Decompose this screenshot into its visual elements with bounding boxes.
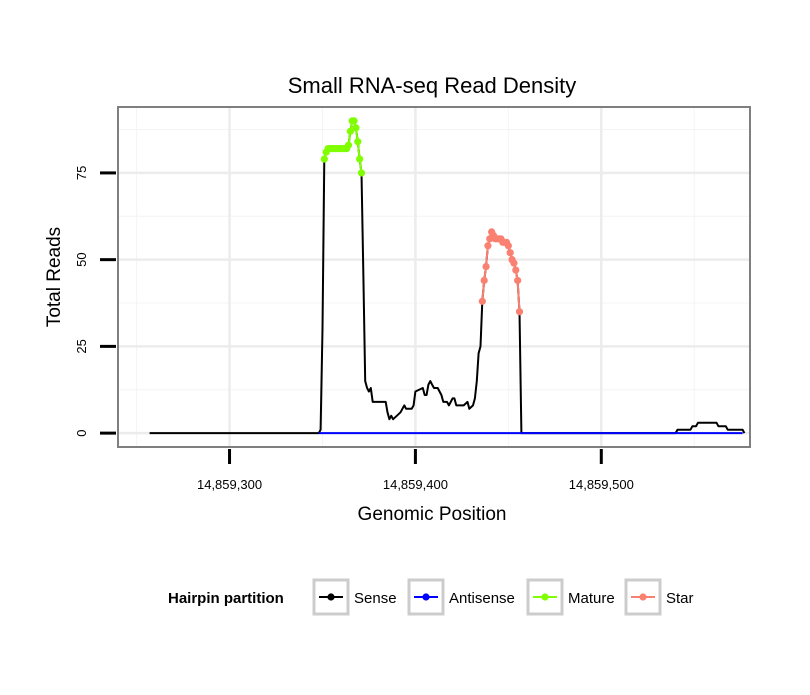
y-axis-label: Total Reads <box>44 227 65 327</box>
data-point-star <box>514 276 522 285</box>
data-point-mature <box>350 117 358 125</box>
data-point-star <box>504 242 512 250</box>
legend-key-point-sense <box>327 593 335 601</box>
legend-key-point-antisense <box>422 593 430 601</box>
data-point-star <box>480 276 488 285</box>
x-axis-label: Genomic Position <box>358 504 507 525</box>
data-point-star <box>482 262 490 271</box>
series-layer <box>149 117 746 435</box>
data-point-star <box>512 266 520 274</box>
legend-label-mature: Mature <box>568 590 615 607</box>
chart-title: Small RNA-seq Read Density <box>288 73 577 98</box>
data-point-mature <box>344 141 353 149</box>
legend-key-point-mature <box>541 593 549 601</box>
legend-label-antisense: Antisense <box>449 590 515 607</box>
data-point-mature <box>346 127 354 135</box>
y-axis: 0 25 50 75 <box>74 166 116 437</box>
y-tick-label: 0 <box>74 430 89 437</box>
x-tick-label: 14,859,300 <box>197 477 262 492</box>
plot-panel <box>117 106 751 448</box>
legend-label-sense: Sense <box>354 590 397 607</box>
data-point-star <box>506 249 514 257</box>
legend: Hairpin partition Sense Antisense Mature St… <box>168 578 694 616</box>
x-axis: 14,859,300 14,859,400 14,859,500 <box>197 449 634 492</box>
legend-label-star: Star <box>666 590 694 607</box>
data-point-mature <box>352 124 360 132</box>
data-point-star <box>484 242 492 250</box>
data-point-mature <box>356 155 364 163</box>
data-point-mature <box>357 169 366 177</box>
y-tick-label: 75 <box>74 166 89 180</box>
data-point-star <box>478 297 486 305</box>
legend-title: Hairpin partition <box>168 590 284 607</box>
x-tick-label: 14,859,400 <box>383 477 448 492</box>
data-point-star <box>510 259 518 267</box>
legend-key-point-star <box>639 593 647 601</box>
y-tick-label: 50 <box>74 252 89 266</box>
x-tick-label: 14,859,500 <box>569 477 634 492</box>
data-point-mature <box>354 138 362 146</box>
data-point-mature <box>320 155 328 163</box>
data-point-star <box>515 308 524 316</box>
y-tick-label: 25 <box>74 339 89 353</box>
